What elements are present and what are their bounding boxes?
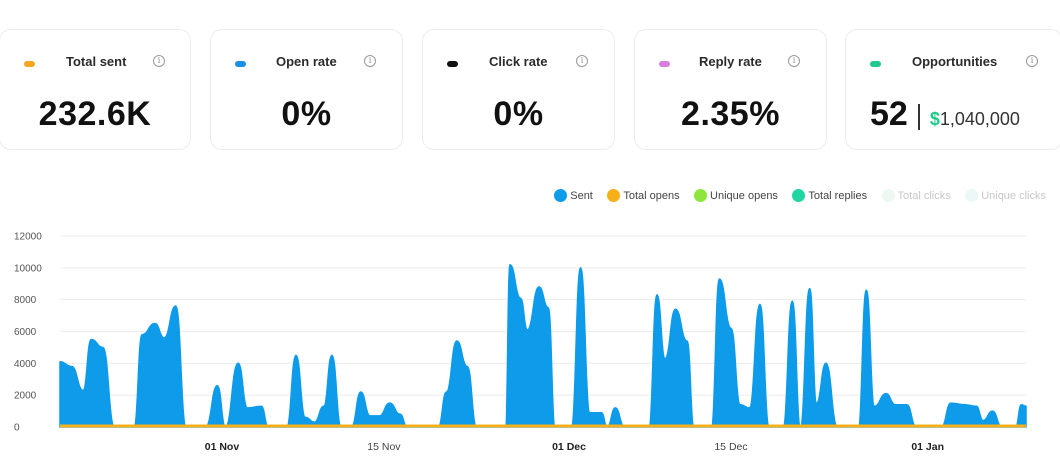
- card-label: Reply rate: [699, 54, 762, 69]
- legend-label: Sent: [570, 190, 593, 202]
- info-icon[interactable]: i: [364, 55, 376, 67]
- card-click-rate: Click rate i 0%: [422, 29, 615, 150]
- card-head: Total sent i: [0, 54, 190, 74]
- legend-label: Total clicks: [897, 190, 951, 202]
- info-icon[interactable]: i: [576, 55, 588, 67]
- y-tick-label: 8000: [14, 295, 37, 306]
- legend-swatch: [694, 189, 708, 202]
- y-tick-label: 4000: [14, 359, 37, 370]
- legend-item-sent[interactable]: Sent: [554, 189, 593, 202]
- x-tick-label: 15 Nov: [367, 441, 401, 453]
- card-open-rate: Open rate i 0%: [210, 29, 403, 150]
- legend-swatch: [792, 189, 806, 202]
- currency-symbol: $: [929, 109, 940, 129]
- card-label: Total sent: [66, 54, 127, 69]
- legend-swatch: [881, 189, 895, 202]
- sent-area-chart: 0 2000 4000 6000 8000 10000 12000 01 Nov 15 Nov 0…: [14, 232, 1027, 453]
- info-icon[interactable]: i: [788, 55, 800, 67]
- card-reply-rate: Reply rate i 2.35%: [634, 29, 827, 150]
- card-value: 2.35%: [681, 95, 780, 133]
- legend-label: Unique opens: [710, 190, 778, 202]
- opportunities-count: 52: [870, 95, 908, 133]
- card-head: Open rate i: [211, 54, 402, 74]
- card-value: 52 $1,040,000: [870, 94, 1020, 134]
- info-icon[interactable]: i: [1026, 55, 1038, 67]
- legend-swatch: [554, 189, 568, 202]
- card-value: 0%: [493, 95, 544, 133]
- x-tick-label: 01 Dec: [552, 441, 586, 453]
- y-tick-label: 6000: [14, 327, 37, 338]
- stat-cards: Total sent i 232.6K Open rate i 0% Click…: [0, 0, 1060, 160]
- x-tick-label: 01 Nov: [205, 441, 240, 453]
- legend-swatch: [965, 189, 979, 202]
- legend-label: Total opens: [623, 190, 680, 202]
- legend-swatch: [607, 189, 621, 202]
- legend-item-total-opens[interactable]: Total opens: [607, 189, 680, 202]
- y-tick-label: 10000: [14, 263, 42, 274]
- x-tick-label: 01 Jan: [911, 441, 944, 453]
- series-color-dot: [447, 61, 458, 67]
- card-head: Opportunities i: [846, 54, 1060, 74]
- card-label: Click rate: [489, 54, 548, 69]
- opportunities-amount: 1,040,000: [939, 109, 1020, 129]
- legend-label: Unique clicks: [981, 190, 1046, 202]
- value-divider: [917, 104, 920, 130]
- card-label: Opportunities: [912, 54, 998, 69]
- card-label: Open rate: [276, 54, 337, 69]
- legend-item-total-replies[interactable]: Total replies: [792, 189, 867, 202]
- card-head: Click rate i: [423, 54, 614, 74]
- y-tick-label: 0: [14, 423, 20, 434]
- card-value: 0%: [281, 95, 332, 133]
- legend-label: Total replies: [808, 190, 868, 202]
- legend-item-total-clicks[interactable]: Total clicks: [881, 189, 951, 202]
- card-head: Reply rate i: [635, 54, 826, 74]
- chart-legend: Sent Total opens Unique opens Total repl…: [544, 186, 1046, 204]
- info-icon[interactable]: i: [153, 55, 165, 67]
- card-value: 232.6K: [38, 95, 152, 133]
- series-color-dot: [24, 61, 35, 67]
- card-opportunities: Opportunities i 52 $1,040,000: [845, 29, 1060, 150]
- series-area-sent: [59, 263, 1027, 428]
- x-tick-label: 15 Dec: [714, 441, 747, 453]
- y-tick-label: 2000: [14, 391, 37, 402]
- series-color-dot: [235, 61, 246, 67]
- series-color-dot: [659, 61, 670, 67]
- legend-item-unique-clicks[interactable]: Unique clicks: [965, 189, 1046, 202]
- legend-item-unique-opens[interactable]: Unique opens: [694, 189, 778, 202]
- y-tick-label: 12000: [14, 232, 42, 243]
- series-color-dot: [870, 61, 881, 67]
- card-total-sent: Total sent i 232.6K: [0, 29, 191, 150]
